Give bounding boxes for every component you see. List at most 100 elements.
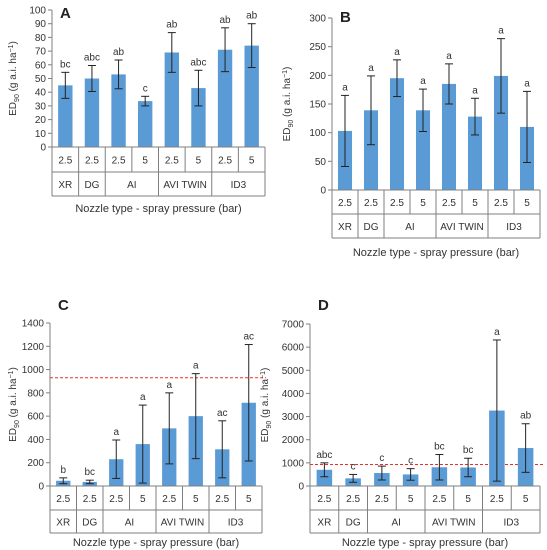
- pressure-label: 5: [472, 198, 478, 209]
- y-axis-label-part: (g a.i. ha: [282, 78, 293, 120]
- y-axis-label: ED90 (g a.i. ha−1): [282, 67, 295, 142]
- y-tick-label: 800: [27, 388, 44, 399]
- nozzle-group-label: DG: [364, 222, 379, 233]
- y-tick-label: 10: [35, 129, 47, 140]
- chart-panel-b: B 0 50 100 150 200 250 300 ED90 (g a.i. ha−1) a a a…: [282, 9, 541, 259]
- pressure-label: 5: [142, 156, 148, 167]
- significance-letter: a: [420, 76, 426, 87]
- chart-panel-c: C 0 200 400 600 800 1000 1200 1400 ED90 (g a.i. h…: [8, 297, 266, 549]
- significance-letter: a: [166, 380, 172, 391]
- significance-letter: c: [379, 453, 384, 464]
- bar: [191, 88, 206, 147]
- pressure-label: 2.5: [494, 198, 508, 209]
- significance-letter: bc: [84, 467, 95, 478]
- pressure-label: 2.5: [109, 494, 123, 505]
- pressure-label: 2.5: [162, 494, 176, 505]
- nozzle-group-label: AI: [405, 222, 414, 233]
- significance-letter: c: [351, 461, 356, 472]
- significance-letter: ab: [166, 20, 178, 31]
- pressure-label: 2.5: [364, 198, 378, 209]
- pressure-label: 2.5: [346, 494, 360, 505]
- nozzle-group-label: AVI TWIN: [161, 518, 205, 529]
- pressure-label: 5: [465, 494, 471, 505]
- y-tick-label: 20: [35, 115, 47, 126]
- panel-letter: B: [340, 9, 351, 26]
- y-tick-label: 0: [298, 482, 304, 493]
- nozzle-group-label: ID3: [231, 180, 247, 191]
- y-tick-label: 50: [315, 157, 327, 168]
- y-axis-label-part: −1: [282, 70, 289, 78]
- nozzle-group-label: XR: [58, 180, 72, 191]
- significance-letter: ac: [243, 332, 254, 343]
- y-tick-label: 30: [35, 101, 47, 112]
- significance-letter: bc: [60, 59, 71, 70]
- significance-letter: a: [140, 392, 146, 403]
- significance-letter: a: [394, 47, 400, 58]
- bar: [164, 52, 180, 147]
- significance-letter: a: [342, 82, 348, 93]
- pressure-label: 2.5: [218, 156, 232, 167]
- significance-letter: bc: [463, 445, 474, 456]
- y-tick-label: 400: [27, 435, 44, 446]
- y-axis-label-part: (g a.i. ha: [8, 52, 19, 94]
- y-axis-label-part: ED: [8, 428, 19, 442]
- y-axis-label-part: 90: [266, 421, 273, 429]
- pressure-label: 5: [408, 494, 414, 505]
- nozzle-group-label: AI: [392, 518, 401, 529]
- pressure-label: 2.5: [390, 198, 404, 209]
- y-axis-label-part: ): [282, 67, 293, 70]
- pressure-label: 2.5: [375, 494, 389, 505]
- y-tick-label: 0: [320, 186, 326, 197]
- y-tick-label: 200: [27, 458, 44, 469]
- bar: [58, 85, 73, 147]
- y-tick-label: 80: [35, 33, 47, 44]
- pressure-label: 2.5: [85, 156, 99, 167]
- pressure-label: 2.5: [83, 494, 97, 505]
- y-tick-label: 50: [35, 74, 47, 85]
- x-axis-title: Nozzle type - spray pressure (bar): [342, 537, 508, 549]
- y-tick-label: 40: [35, 88, 47, 99]
- pressure-label: 5: [196, 156, 202, 167]
- y-tick-label: 90: [35, 19, 47, 30]
- y-tick-label: 7000: [282, 320, 305, 331]
- y-axis-label-part: −1: [8, 370, 15, 378]
- nozzle-group-label: DG: [346, 518, 361, 529]
- y-tick-label: 200: [309, 71, 326, 82]
- pressure-label: 2.5: [338, 198, 352, 209]
- y-axis-label-part: −1: [260, 371, 267, 379]
- bar: [441, 83, 457, 190]
- significance-letter: a: [494, 327, 500, 338]
- significance-letter: a: [498, 26, 504, 37]
- x-axis-title: Nozzle type - spray pressure (bar): [75, 203, 241, 215]
- y-tick-label: 70: [35, 47, 47, 58]
- bar: [389, 78, 405, 190]
- pressure-label: 2.5: [432, 494, 446, 505]
- significance-letter: b: [60, 465, 66, 476]
- bar: [316, 469, 333, 486]
- y-axis-label-part: −1: [8, 44, 15, 52]
- y-tick-label: 300: [309, 14, 326, 25]
- significance-letter: a: [472, 85, 478, 96]
- pressure-label: 2.5: [317, 494, 331, 505]
- y-tick-label: 100: [309, 128, 326, 139]
- nozzle-group-label: DG: [84, 180, 99, 191]
- significance-letter: abc: [84, 52, 100, 63]
- y-tick-label: 0: [38, 482, 44, 493]
- y-axis-label-part: ED: [8, 102, 19, 116]
- y-tick-label: 1400: [22, 319, 45, 330]
- y-axis-label-part: (g a.i. ha: [8, 378, 19, 420]
- y-tick-label: 1000: [282, 458, 305, 469]
- bar: [415, 110, 431, 190]
- bar: [217, 49, 233, 148]
- y-tick-label: 4000: [282, 389, 305, 400]
- nozzle-group-label: ID3: [503, 518, 519, 529]
- y-tick-label: 250: [309, 42, 326, 53]
- nozzle-group-label: XR: [56, 518, 70, 529]
- significance-letter: abc: [316, 450, 332, 461]
- pressure-label: 5: [524, 198, 530, 209]
- pressure-label: 2.5: [165, 156, 179, 167]
- y-tick-label: 0: [40, 143, 46, 154]
- y-tick-label: 5000: [282, 366, 305, 377]
- y-axis-label: ED90 (g a.i. ha−1): [260, 368, 273, 443]
